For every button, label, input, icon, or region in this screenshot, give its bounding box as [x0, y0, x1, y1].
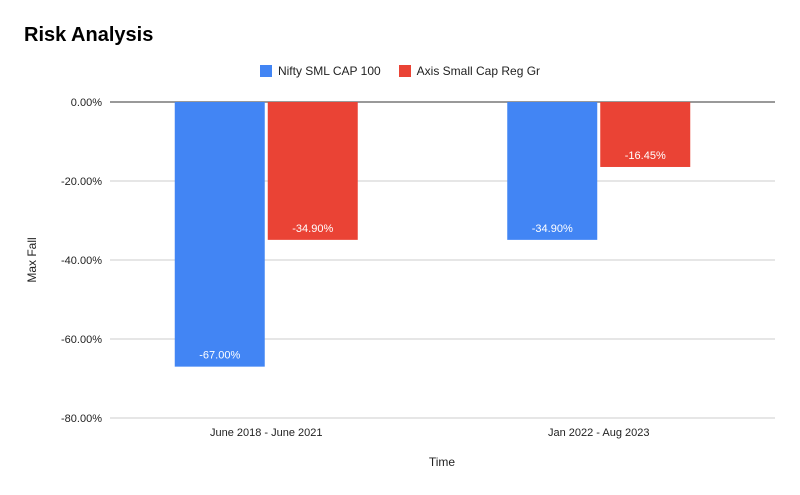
legend-swatch-nifty	[259, 65, 272, 77]
x-axis-title: Time	[429, 455, 456, 469]
legend-item-nifty[interactable]: Nifty SML CAP 100	[259, 64, 381, 78]
legend: Nifty SML CAP 100 Axis Small Cap Reg Gr	[0, 64, 800, 78]
legend-label-nifty: Nifty SML CAP 100	[277, 64, 381, 78]
bar-data-label: -34.90%	[532, 223, 573, 235]
y-tick-label: -40.00%	[61, 255, 102, 267]
bar[interactable]	[507, 102, 598, 240]
legend-label-axis: Axis Small Cap Reg Gr	[416, 64, 541, 78]
bar[interactable]	[174, 102, 265, 367]
bar[interactable]	[600, 102, 691, 167]
x-tick-label: June 2018 - June 2021	[210, 427, 323, 439]
legend-swatch-axis	[398, 65, 411, 77]
bar-data-label: -67.00%	[199, 350, 240, 362]
y-tick-label: -60.00%	[61, 334, 102, 346]
legend-item-axis[interactable]: Axis Small Cap Reg Gr	[398, 64, 541, 78]
y-tick-label: 0.00%	[71, 97, 102, 109]
x-tick-label: Jan 2022 - Aug 2023	[548, 427, 650, 439]
y-tick-label: -20.00%	[61, 176, 102, 188]
bar-data-label: -16.45%	[625, 150, 666, 162]
chart-title: Risk Analysis	[24, 24, 154, 46]
bar[interactable]	[267, 102, 358, 240]
y-axis-title: Max Fall	[25, 237, 39, 282]
bar-data-label: -34.90%	[292, 223, 333, 235]
y-tick-label: -80.00%	[61, 413, 102, 425]
